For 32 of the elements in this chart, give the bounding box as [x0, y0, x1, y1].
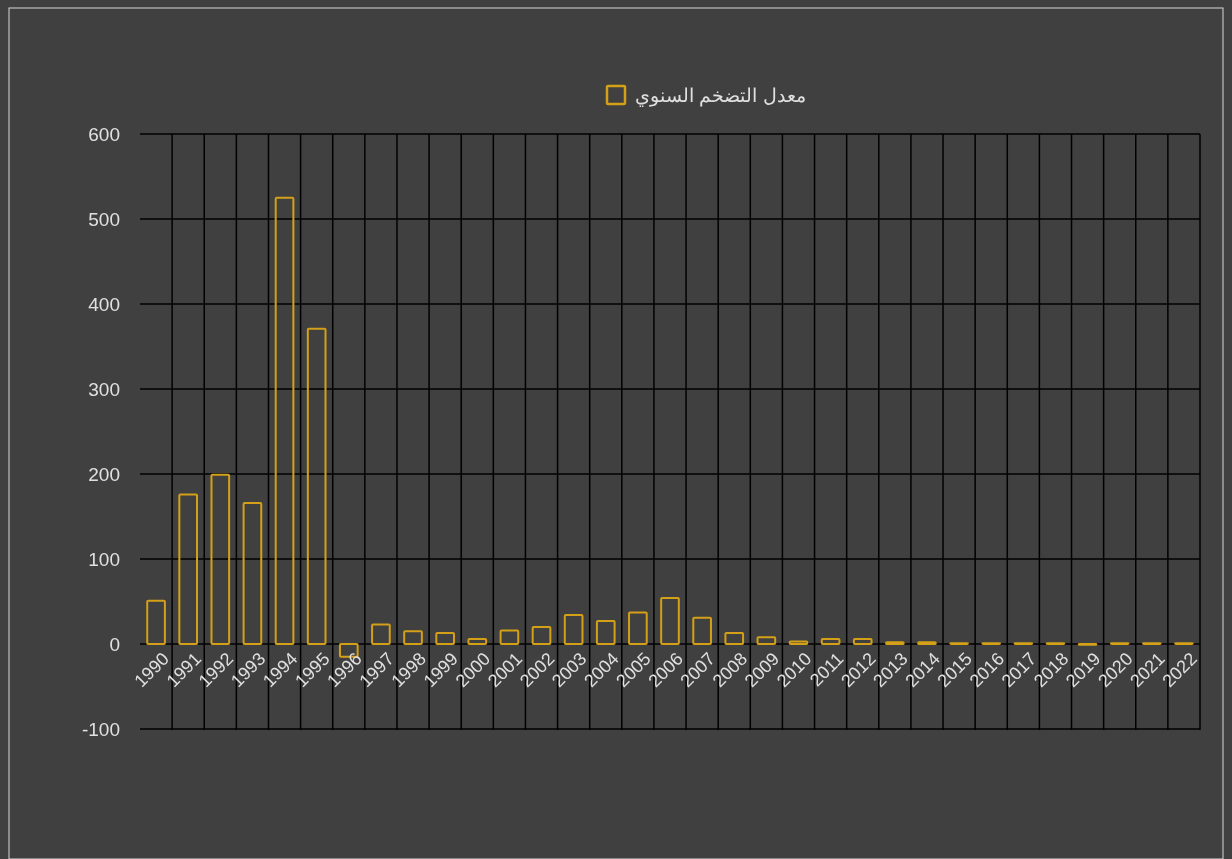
bar	[146, 599, 166, 645]
y-tick-label: 600	[88, 124, 120, 145]
y-tick-label: 200	[88, 464, 120, 485]
bar	[210, 473, 231, 645]
bar	[531, 626, 552, 645]
bar	[820, 637, 841, 645]
bar	[499, 629, 520, 645]
y-tick-label: 500	[88, 209, 120, 230]
bar	[756, 636, 777, 645]
bar	[403, 630, 423, 645]
bar	[371, 623, 391, 645]
bar	[660, 597, 680, 645]
y-tick-label: -100	[81, 719, 120, 740]
bar	[563, 614, 584, 645]
legend: معدل التضخم السنوي	[605, 84, 806, 106]
y-tick-label: 400	[88, 294, 120, 315]
bar	[435, 631, 455, 645]
bar	[852, 637, 873, 645]
y-tick-label: 100	[88, 549, 120, 570]
bar	[178, 493, 199, 645]
bar	[724, 631, 745, 645]
bar	[692, 616, 712, 645]
y-tick-label: 300	[88, 379, 120, 400]
bar	[242, 501, 263, 645]
bar	[274, 196, 295, 645]
legend-label: معدل التضخم السنوي	[635, 85, 806, 107]
bar	[306, 327, 327, 645]
y-tick-label: 0	[109, 634, 120, 655]
bar	[467, 637, 488, 645]
bar	[595, 620, 616, 645]
bar	[628, 611, 648, 645]
bar	[788, 640, 809, 645]
